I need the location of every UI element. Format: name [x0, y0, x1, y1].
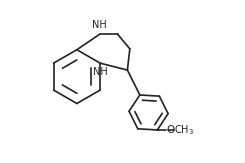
Text: NH: NH: [92, 20, 107, 30]
Text: NH: NH: [93, 67, 108, 77]
Text: O: O: [166, 125, 175, 135]
Text: CH$_3$: CH$_3$: [174, 123, 195, 137]
